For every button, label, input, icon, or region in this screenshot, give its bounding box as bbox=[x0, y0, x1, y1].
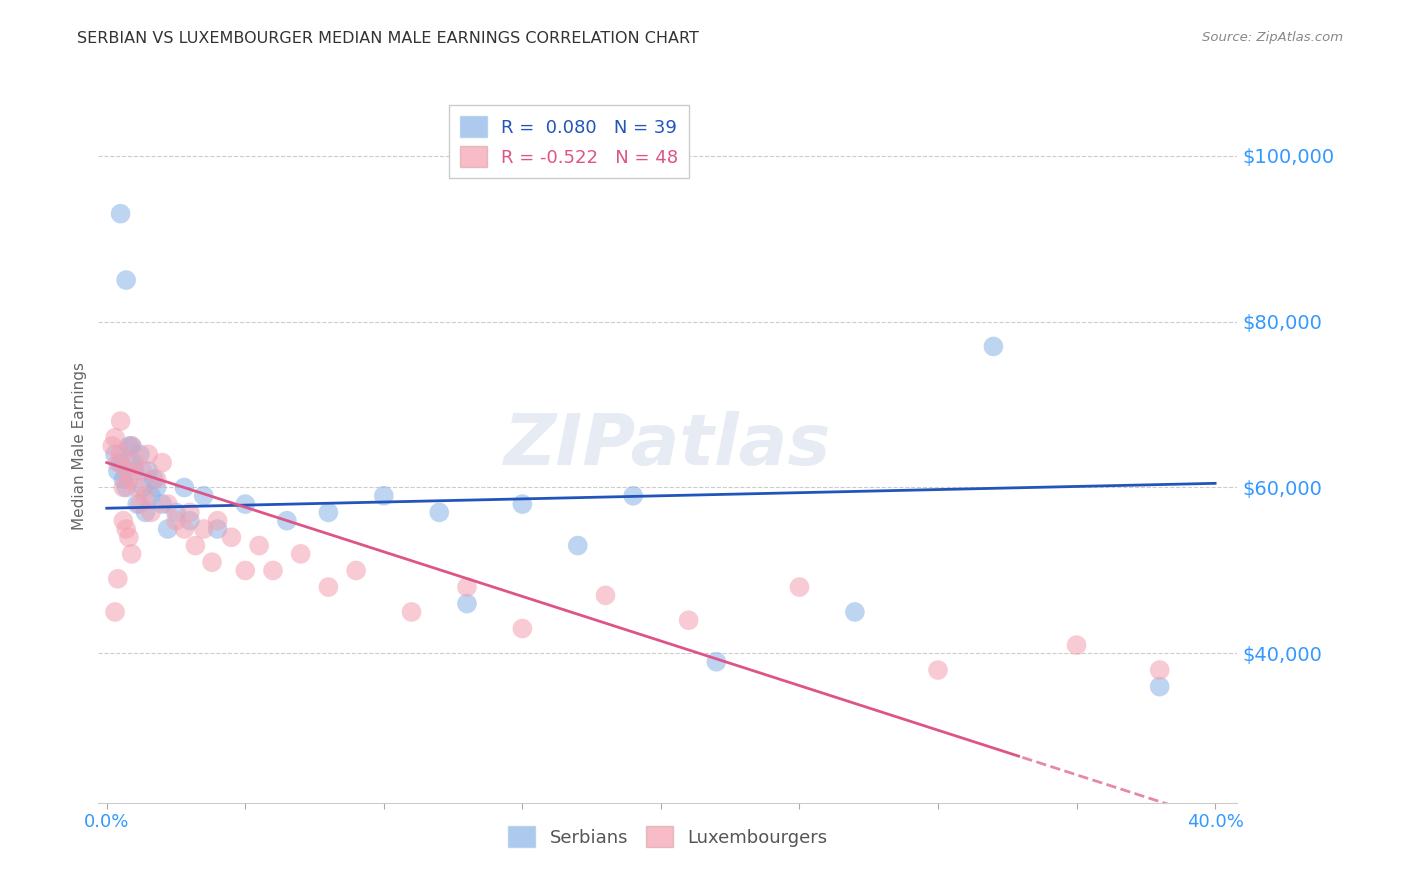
Text: ZIPatlas: ZIPatlas bbox=[505, 411, 831, 481]
Point bbox=[427, 505, 450, 519]
Point bbox=[145, 481, 167, 495]
Point bbox=[621, 489, 644, 503]
Point bbox=[112, 472, 135, 486]
Point bbox=[101, 439, 124, 453]
Point bbox=[1149, 663, 1171, 677]
Point bbox=[165, 505, 187, 519]
Legend: Serbians, Luxembourgers: Serbians, Luxembourgers bbox=[498, 815, 838, 858]
Point bbox=[318, 580, 340, 594]
Point bbox=[789, 580, 811, 594]
Point bbox=[121, 439, 143, 453]
Point bbox=[110, 207, 132, 221]
Point bbox=[104, 447, 127, 461]
Point bbox=[127, 497, 149, 511]
Point bbox=[844, 605, 866, 619]
Point bbox=[179, 514, 201, 528]
Point bbox=[207, 522, 229, 536]
Point bbox=[344, 564, 367, 578]
Point bbox=[121, 439, 143, 453]
Point bbox=[456, 597, 478, 611]
Point bbox=[139, 489, 162, 503]
Point bbox=[512, 497, 534, 511]
Text: SERBIAN VS LUXEMBOURGER MEDIAN MALE EARNINGS CORRELATION CHART: SERBIAN VS LUXEMBOURGER MEDIAN MALE EARN… bbox=[77, 31, 699, 46]
Point bbox=[567, 539, 589, 553]
Point bbox=[1149, 680, 1171, 694]
Point bbox=[678, 613, 700, 627]
Point bbox=[150, 497, 173, 511]
Point bbox=[132, 464, 155, 478]
Point bbox=[373, 489, 395, 503]
Point bbox=[233, 497, 256, 511]
Point bbox=[595, 588, 617, 602]
Point bbox=[184, 539, 207, 553]
Point bbox=[112, 481, 135, 495]
Point bbox=[156, 497, 179, 511]
Point bbox=[107, 464, 129, 478]
Point bbox=[156, 522, 179, 536]
Point bbox=[927, 663, 949, 677]
Point bbox=[221, 530, 243, 544]
Point bbox=[129, 447, 152, 461]
Point bbox=[233, 564, 256, 578]
Point bbox=[1066, 638, 1088, 652]
Point bbox=[983, 339, 1005, 353]
Point bbox=[704, 655, 727, 669]
Point bbox=[173, 481, 195, 495]
Point bbox=[142, 472, 165, 486]
Point bbox=[318, 505, 340, 519]
Point bbox=[145, 472, 167, 486]
Point bbox=[124, 464, 146, 478]
Point bbox=[135, 489, 157, 503]
Point bbox=[262, 564, 284, 578]
Point bbox=[112, 514, 135, 528]
Point bbox=[107, 456, 129, 470]
Point bbox=[512, 622, 534, 636]
Point bbox=[165, 514, 187, 528]
Point bbox=[121, 547, 143, 561]
Text: Source: ZipAtlas.com: Source: ZipAtlas.com bbox=[1202, 31, 1343, 45]
Point bbox=[135, 505, 157, 519]
Point bbox=[115, 273, 138, 287]
Point bbox=[104, 605, 127, 619]
Point bbox=[139, 505, 162, 519]
Point bbox=[136, 464, 159, 478]
Point bbox=[193, 489, 215, 503]
Point bbox=[115, 464, 138, 478]
Point bbox=[276, 514, 298, 528]
Point bbox=[132, 481, 155, 495]
Point bbox=[136, 447, 159, 461]
Point bbox=[121, 456, 143, 470]
Point bbox=[201, 555, 224, 569]
Point bbox=[401, 605, 423, 619]
Point bbox=[124, 456, 146, 470]
Point bbox=[110, 414, 132, 428]
Point bbox=[207, 514, 229, 528]
Point bbox=[247, 539, 270, 553]
Y-axis label: Median Male Earnings: Median Male Earnings bbox=[72, 362, 87, 530]
Point bbox=[115, 522, 138, 536]
Point bbox=[290, 547, 312, 561]
Point bbox=[150, 456, 173, 470]
Point bbox=[110, 456, 132, 470]
Point bbox=[193, 522, 215, 536]
Point bbox=[129, 497, 152, 511]
Point bbox=[115, 481, 138, 495]
Point bbox=[118, 472, 141, 486]
Point bbox=[456, 580, 478, 594]
Point bbox=[173, 522, 195, 536]
Point bbox=[118, 439, 141, 453]
Point bbox=[118, 530, 141, 544]
Point bbox=[179, 505, 201, 519]
Point bbox=[104, 431, 127, 445]
Point bbox=[127, 481, 149, 495]
Point bbox=[107, 572, 129, 586]
Point bbox=[110, 447, 132, 461]
